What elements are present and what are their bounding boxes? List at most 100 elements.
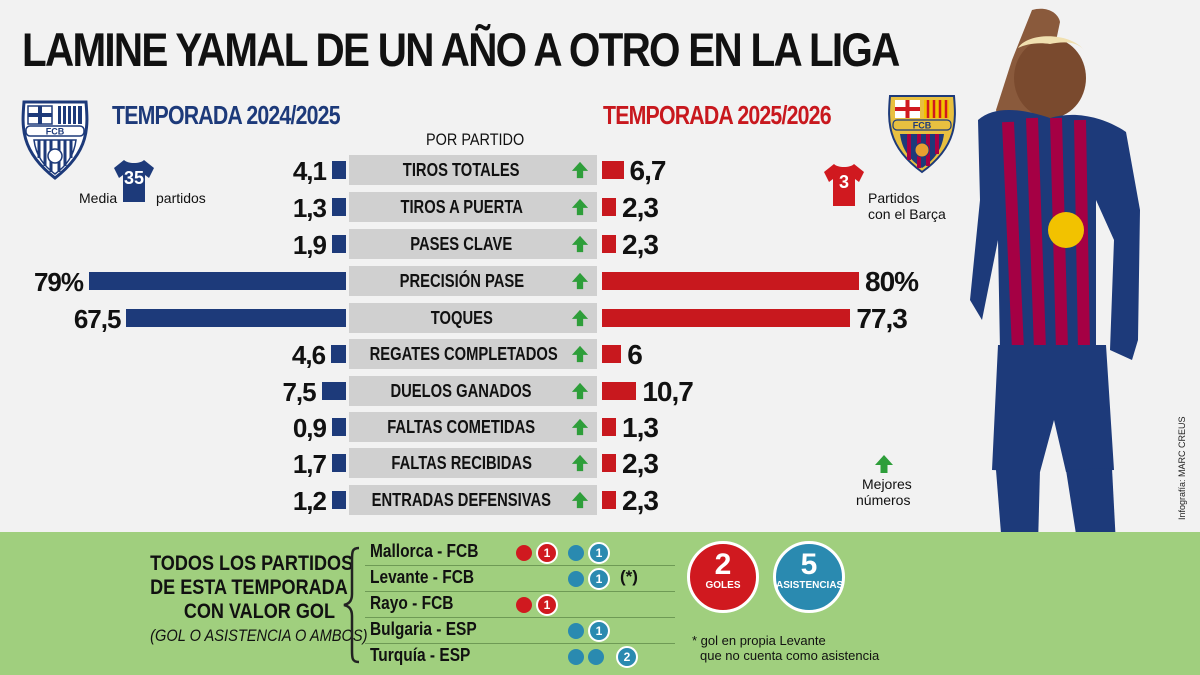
goal-count: 1 — [536, 542, 558, 564]
match-label: Rayo - FCB — [370, 593, 454, 613]
stat-row: DUELOS GANADOS — [349, 376, 597, 406]
stat-label: FALTAS COMETIDAS — [349, 412, 574, 442]
panel-heading-line-2: DE ESTA TEMPORADA — [150, 576, 348, 599]
jersey-icon-right — [824, 164, 864, 206]
jersey-number-right: 3 — [838, 172, 849, 192]
value-2025: 80% — [865, 266, 919, 297]
match-separator — [365, 591, 675, 592]
value-2025: 77,3 — [856, 303, 907, 334]
stat-row: ENTRADAS DEFENSIVAS — [349, 485, 597, 515]
stat-label-text: FALTAS RECIBIDAS — [391, 453, 532, 473]
bar-2025 — [602, 198, 616, 216]
value-2025: 1,3 — [622, 412, 659, 443]
up-arrow-icon — [571, 491, 589, 509]
per-match-label: POR PARTIDO — [426, 130, 525, 149]
bar-2025 — [602, 382, 637, 400]
value-2024: 1,7 — [292, 449, 327, 479]
stat-label: ENTRADAS DEFENSIVAS — [349, 485, 574, 515]
value-2025: 10,7 — [642, 376, 693, 407]
stat-row: TIROS TOTALES — [349, 155, 597, 185]
value-2025: 2,3 — [622, 192, 659, 223]
up-arrow-icon — [571, 382, 589, 400]
bar-2024 — [332, 235, 346, 253]
bar-2024 — [321, 382, 346, 400]
stat-row: PASES CLAVE — [349, 229, 597, 259]
up-arrow-icon — [571, 161, 589, 179]
assists-label: ASISTENCIAS — [776, 580, 844, 591]
goals-label: GOLES — [705, 580, 741, 591]
credit-text: Infografía: MARC CREUS — [1177, 416, 1187, 520]
value-2024: 67,5 — [73, 304, 122, 334]
bar-2024 — [332, 454, 346, 472]
bar-2025 — [602, 345, 622, 363]
panel-heading-line-3: CON VALOR GOL — [183, 600, 335, 623]
goals-circle: 2 GOLES — [687, 541, 759, 613]
footnote: * gol en propia Levante que no cuenta co… — [692, 633, 879, 663]
fcb-crest-right: FCB — [888, 95, 956, 174]
value-2025: 6 — [627, 339, 643, 370]
assist-count: 1 — [588, 568, 610, 590]
bar-2025 — [602, 454, 616, 472]
up-arrow-icon — [571, 345, 589, 363]
stat-label: TIROS TOTALES — [349, 155, 574, 185]
goal-count: 1 — [536, 594, 558, 616]
bar-2025 — [602, 418, 616, 436]
stat-label-text: FALTAS COMETIDAS — [387, 417, 536, 437]
stat-row: TIROS A PUERTA — [349, 192, 597, 222]
assist-dot — [568, 545, 584, 561]
panel-brace — [343, 546, 360, 664]
jersey-icon-left — [114, 160, 154, 202]
value-2025: 6,7 — [629, 155, 667, 186]
bar-2024 — [126, 309, 346, 327]
assist-dot — [568, 623, 584, 639]
stat-label-text: ENTRADAS DEFENSIVAS — [371, 490, 552, 510]
match-separator — [365, 643, 675, 644]
assist-dot — [588, 649, 604, 665]
fcb-crest-left: FCB — [21, 100, 89, 180]
stat-row: REGATES COMPLETADOS — [349, 339, 597, 369]
value-2024: 1,9 — [292, 230, 327, 260]
stat-label-text: DUELOS GANADOS — [390, 381, 533, 401]
stat-label-text: PRECISIÓN PASE — [399, 271, 524, 291]
season-2024-heading: TEMPORADA 2024/2025 — [112, 100, 341, 130]
panel-heading-line-1: TODOS LOS PARTIDOS — [150, 552, 354, 575]
bar-2025 — [602, 161, 624, 179]
partidos-right-label: Partidos — [868, 190, 920, 206]
jersey-number-left: 35 — [123, 168, 145, 188]
assists-circle: 5 ASISTENCIAS — [773, 541, 845, 613]
stat-label: REGATES COMPLETADOS — [349, 339, 574, 369]
assist-count: 2 — [616, 646, 638, 668]
value-2025: 2,3 — [622, 485, 659, 516]
up-arrow-icon — [571, 418, 589, 436]
value-2024: 4,1 — [292, 156, 327, 186]
season-2025-heading: TEMPORADA 2025/2026 — [603, 100, 832, 130]
match-separator — [365, 617, 675, 618]
panel-subheading: (GOL O ASISTENCIA O AMBOS) — [150, 626, 368, 645]
partidos-label: partidos — [156, 190, 206, 206]
stat-label: DUELOS GANADOS — [349, 376, 574, 406]
assist-count: 1 — [588, 542, 610, 564]
bar-2024 — [332, 491, 346, 509]
stat-label: TOQUES — [349, 303, 574, 333]
up-arrow-icon — [571, 454, 589, 472]
value-2024: 4,6 — [291, 340, 326, 370]
up-arrow-icon — [571, 309, 589, 327]
match-label: Turquía - ESP — [370, 645, 471, 665]
bar-2025 — [602, 491, 616, 509]
match-note: (*) — [620, 567, 638, 586]
bar-2025 — [602, 272, 859, 290]
value-2024: 1,2 — [292, 486, 327, 516]
assists-value: 5 — [800, 548, 818, 581]
stat-row: TOQUES — [349, 303, 597, 333]
value-2025: 2,3 — [622, 448, 659, 479]
stat-label-text: TIROS A PUERTA — [400, 197, 523, 217]
panel-heading: TODOS LOS PARTIDOS DE ESTA TEMPORADA CON… — [120, 552, 368, 648]
bar-2024 — [89, 272, 346, 290]
up-arrow-icon — [571, 198, 589, 216]
assist-dot — [568, 649, 584, 665]
footnote-line-2: que no cuenta como asistencia — [700, 648, 880, 663]
bar-2025 — [602, 309, 851, 327]
value-2024: 7,5 — [282, 377, 316, 407]
value-2024: 0,9 — [292, 413, 327, 443]
legend-arrow-icon — [875, 455, 893, 473]
